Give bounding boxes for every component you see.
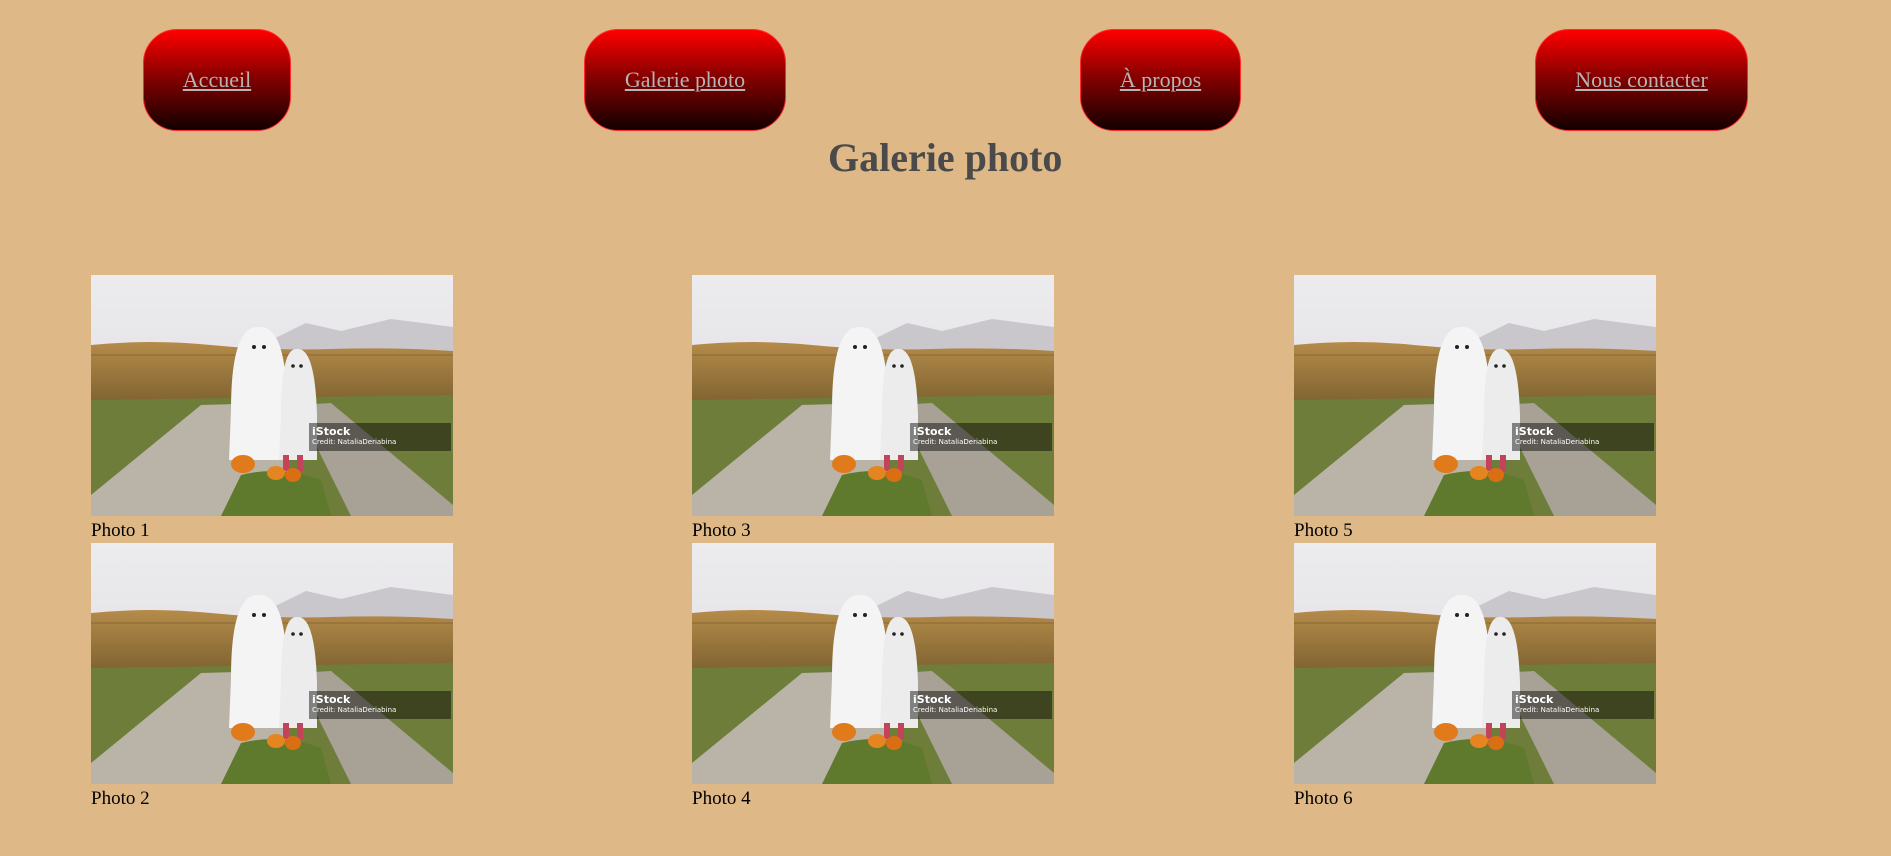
gallery-photo-1: iStock Credit: NataliaDeriabina [91,275,453,516]
gallery-photo-2: iStock Credit: NataliaDeriabina [91,543,453,784]
photo-image [91,275,453,516]
photo-caption-3: Photo 3 [692,520,751,542]
photo-caption-6: Photo 6 [1294,788,1353,810]
gallery-photo-4: iStock Credit: NataliaDeriabina [692,543,1054,784]
gallery-photo-3: iStock Credit: NataliaDeriabina [692,275,1054,516]
gallery-photo-6: iStock Credit: NataliaDeriabina [1294,543,1656,784]
nav-link-galerie-photo[interactable]: Galerie photo [625,67,745,93]
photo-image [692,543,1054,784]
nav-link-a-propos[interactable]: À propos [1120,67,1201,93]
photo-caption-1: Photo 1 [91,520,150,542]
photo-image [692,275,1054,516]
nav-button-nous-contacter[interactable]: Nous contacter [1535,29,1748,131]
photo-image [1294,275,1656,516]
photo-watermark: iStock [1515,693,1553,706]
nav-button-galerie-photo[interactable]: Galerie photo [584,29,786,131]
nav-link-accueil[interactable]: Accueil [183,67,251,93]
photo-credit: Credit: NataliaDeriabina [312,438,396,446]
photo-watermark: iStock [312,425,350,438]
photo-caption-5: Photo 5 [1294,520,1353,542]
photo-credit: Credit: NataliaDeriabina [1515,438,1599,446]
photo-caption-4: Photo 4 [692,788,751,810]
nav-button-a-propos[interactable]: À propos [1080,29,1241,131]
photo-watermark: iStock [1515,425,1553,438]
page-title: Galerie photo [0,134,1891,181]
photo-watermark: iStock [913,693,951,706]
gallery-photo-5: iStock Credit: NataliaDeriabina [1294,275,1656,516]
photo-watermark: iStock [312,693,350,706]
photo-watermark: iStock [913,425,951,438]
photo-caption-2: Photo 2 [91,788,150,810]
nav-link-nous-contacter[interactable]: Nous contacter [1575,67,1708,93]
photo-credit: Credit: NataliaDeriabina [913,438,997,446]
photo-credit: Credit: NataliaDeriabina [312,706,396,714]
photo-credit: Credit: NataliaDeriabina [913,706,997,714]
photo-credit: Credit: NataliaDeriabina [1515,706,1599,714]
nav-button-accueil[interactable]: Accueil [143,29,291,131]
photo-image [91,543,453,784]
photo-image [1294,543,1656,784]
